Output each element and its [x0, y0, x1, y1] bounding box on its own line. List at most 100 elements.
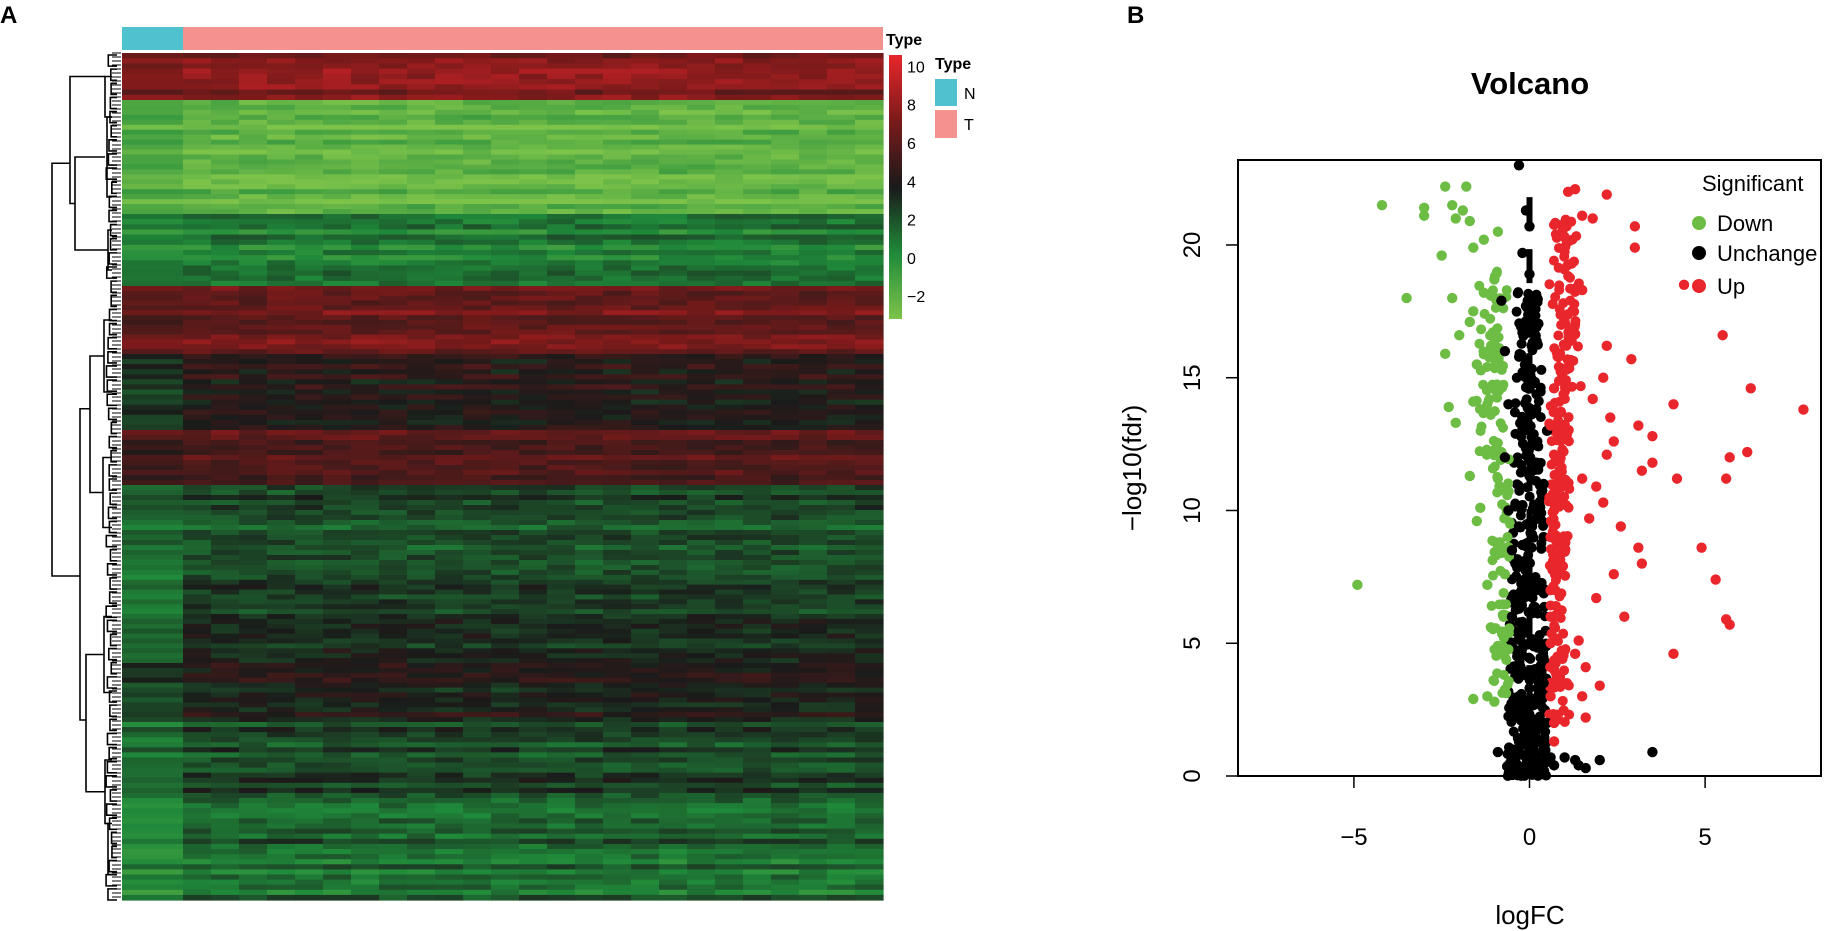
heatmap-cell	[407, 84, 436, 91]
heatmap-cell	[407, 540, 436, 546]
heatmap-cell	[211, 717, 240, 723]
heatmap-cell	[211, 697, 240, 703]
heatmap-cell	[183, 419, 212, 426]
heatmap-cell	[603, 667, 632, 674]
heatmap-cell	[351, 823, 380, 830]
heatmap-cell	[407, 204, 436, 210]
heatmap-cell	[855, 633, 884, 640]
heatmap-cell	[351, 89, 380, 96]
heatmap-cell	[491, 445, 520, 451]
heatmap-cell	[827, 470, 856, 476]
heatmap-cell	[491, 295, 520, 302]
heatmap-cell	[603, 229, 632, 236]
heatmap-cell	[435, 574, 464, 581]
heatmap-cell	[351, 747, 380, 753]
heatmap-cell	[547, 767, 576, 774]
heatmap-cell	[122, 859, 183, 865]
heatmap-cell	[547, 722, 576, 728]
heatmap-cell	[715, 409, 744, 416]
heatmap-cell	[407, 349, 436, 355]
heatmap-cell	[519, 648, 548, 654]
heatmap-cell	[122, 475, 183, 481]
heatmap-cell	[211, 762, 240, 769]
heatmap-cell	[827, 159, 856, 166]
heatmap-cell	[603, 384, 632, 391]
heatmap-cell	[603, 334, 632, 341]
heatmap-cell	[379, 174, 408, 180]
heatmap-cell	[799, 209, 828, 215]
heatmap-cell	[687, 747, 716, 753]
heatmap-cell	[323, 584, 352, 591]
heatmap-cell	[855, 762, 884, 769]
heatmap-cell	[603, 505, 632, 511]
heatmap-cell	[771, 854, 800, 860]
heatmap-cell	[827, 540, 856, 546]
heatmap-cell	[519, 179, 548, 185]
heatmap-cell	[603, 480, 632, 486]
heatmap-cell	[183, 722, 212, 728]
heatmap-cell	[799, 270, 828, 277]
heatmap-cell	[379, 404, 408, 411]
heatmap-cell	[295, 104, 324, 111]
heatmap-cell	[575, 295, 604, 302]
heatmap-cell	[603, 594, 632, 600]
heatmap-cell	[855, 722, 884, 728]
heatmap-cell	[491, 767, 520, 774]
heatmap-cell	[267, 894, 296, 901]
heatmap-cell	[351, 808, 380, 814]
heatmap-cell	[463, 717, 492, 723]
heatmap-cell	[379, 164, 408, 170]
heatmap-cell	[519, 584, 548, 591]
heatmap-cell	[267, 813, 296, 819]
heatmap-cell	[491, 305, 520, 311]
heatmap-cell	[827, 604, 856, 610]
heatmap-cell	[407, 270, 436, 277]
heatmap-cell	[771, 653, 800, 659]
heatmap-cell	[183, 435, 212, 441]
heatmap-cell	[183, 164, 212, 170]
heatmap-cell	[491, 894, 520, 901]
heatmap-cell	[351, 315, 380, 321]
heatmap-cell	[379, 623, 408, 630]
heatmap-cell	[659, 594, 688, 600]
heatmap-cell	[547, 717, 576, 723]
heatmap-cell	[603, 579, 632, 586]
heatmap-cell	[827, 199, 856, 205]
heatmap-cell	[351, 798, 380, 804]
heatmap-cell	[463, 199, 492, 205]
heatmap-cell	[603, 455, 632, 461]
heatmap-cell	[183, 320, 212, 326]
heatmap-cell	[211, 782, 240, 789]
heatmap-cell	[323, 682, 352, 689]
heatmap-cell	[351, 570, 380, 576]
heatmap-cell	[267, 782, 296, 789]
heatmap-cell	[547, 565, 576, 571]
heatmap-cell	[267, 505, 296, 511]
heatmap-cell	[631, 270, 660, 277]
heatmap-cell	[799, 275, 828, 282]
heatmap-cell	[519, 767, 548, 774]
heatmap-cell	[715, 109, 744, 116]
heatmap-cell	[687, 63, 716, 70]
heatmap-cell	[435, 265, 464, 272]
heatmap-cell	[379, 818, 408, 825]
heatmap-cell	[463, 280, 492, 287]
heatmap-cell	[771, 677, 800, 684]
heatmap-cell	[463, 305, 492, 311]
heatmap-cell	[379, 239, 408, 246]
heatmap-cell	[659, 732, 688, 738]
heatmap-cell	[407, 618, 436, 625]
heatmap-cell	[122, 435, 183, 441]
heatmap-cell	[771, 379, 800, 385]
heatmap-cell	[771, 455, 800, 461]
heatmap-cell	[687, 505, 716, 511]
heatmap-cell	[211, 584, 240, 591]
heatmap-cell	[351, 480, 380, 486]
heatmap-cell	[799, 633, 828, 640]
heatmap-cell	[799, 250, 828, 256]
heatmap-cell	[211, 174, 240, 180]
dendrogram-link	[69, 75, 105, 205]
heatmap-cell	[323, 525, 352, 531]
heatmap-cell	[743, 667, 772, 674]
heatmap-cell	[491, 334, 520, 341]
